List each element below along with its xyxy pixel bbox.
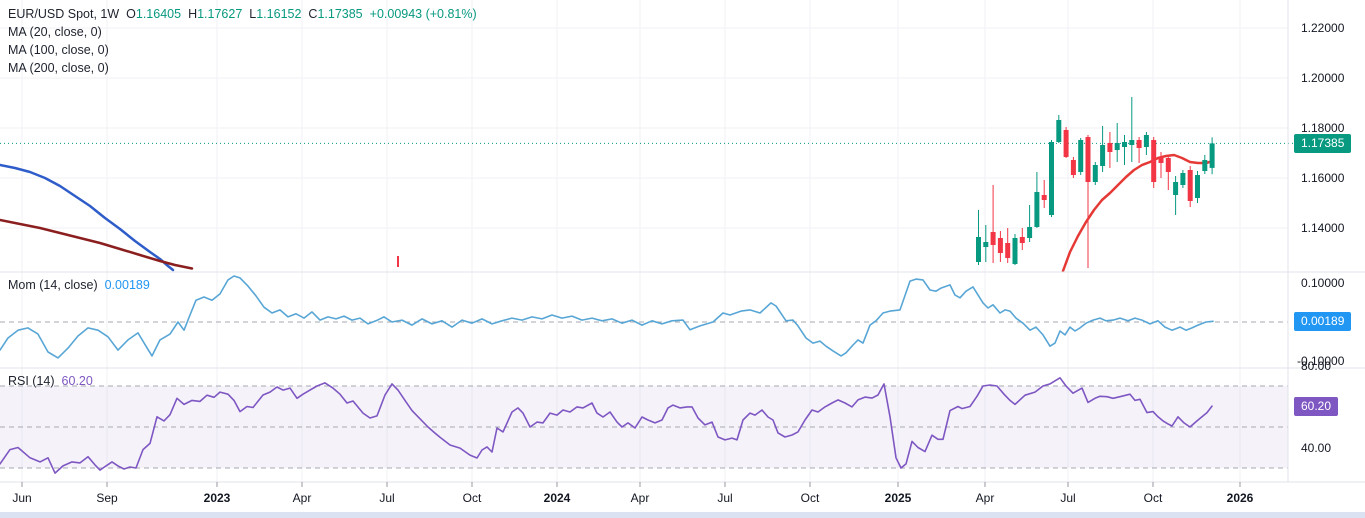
price-axis-tick[interactable]: 1.20000 — [1301, 71, 1345, 85]
close-value: 1.17385 — [317, 7, 363, 21]
candle-body-down — [1136, 140, 1142, 148]
candle-body-up — [1034, 192, 1040, 227]
candle-body-down — [997, 238, 1003, 253]
candle-body-down — [1041, 195, 1047, 200]
rsi-legend-row[interactable]: RSI (14) 60.20 — [8, 372, 93, 390]
rsi-value: 60.20 — [61, 374, 93, 388]
candle-body-up — [983, 242, 989, 247]
candle-body-up — [1202, 160, 1208, 171]
open-value: 1.16405 — [135, 7, 182, 21]
current-price-badge: 1.17385 — [1294, 133, 1352, 153]
close-label: C — [308, 7, 318, 21]
candle-body-down — [1158, 157, 1164, 163]
momentum-line — [0, 275, 1214, 359]
rsi-axis-tick[interactable]: 40.00 — [1301, 440, 1332, 455]
candle-body-up — [1209, 143, 1215, 168]
time-axis-month-label[interactable]: Oct — [462, 491, 482, 505]
candle-body-up — [976, 237, 981, 262]
candle-body-down — [1070, 160, 1076, 175]
price-axis-tick[interactable]: 1.16000 — [1301, 171, 1345, 185]
time-axis-year-label[interactable]: 2025 — [884, 491, 912, 505]
ma-legend-row-2[interactable]: MA (200, close, 0) — [8, 61, 109, 75]
price-axis-tick[interactable]: 1.14000 — [1301, 221, 1345, 235]
time-axis-year-label[interactable]: 2024 — [543, 491, 571, 505]
candle-body-down — [1165, 158, 1171, 172]
time-axis-month-label[interactable]: Jul — [1060, 491, 1076, 505]
momentum-value: 0.00189 — [104, 278, 150, 292]
price-pane — [0, 97, 1215, 272]
legend-momentum: Mom (14, close) 0.00189 — [8, 276, 150, 294]
legend-main: EUR/USD Spot, 1W O1.16405 H1.17627 L1.16152… — [8, 5, 477, 77]
time-axis-month-label[interactable]: Apr — [975, 491, 995, 505]
legend-rsi: RSI (14) 60.20 — [8, 372, 93, 390]
price-axis-tick[interactable]: 1.22000 — [1301, 21, 1345, 35]
candle-body-up — [1092, 165, 1098, 182]
rsi-label: RSI (14) — [8, 374, 55, 388]
candle-body-up — [1012, 238, 1018, 264]
candle-body-up — [1173, 182, 1179, 195]
momentum-axis-tick[interactable]: 0.10000 — [1301, 276, 1345, 290]
candle-body-down — [1187, 170, 1193, 201]
rsi-value-badge: 60.20 — [1294, 396, 1339, 416]
ma20-line — [1061, 153, 1215, 272]
time-axis-month-label[interactable]: Apr — [292, 491, 312, 505]
time-axis-month-label[interactable]: Jul — [379, 491, 395, 505]
momentum-legend-row[interactable]: Mom (14, close) 0.00189 — [8, 276, 150, 294]
candle-body-down — [1085, 137, 1091, 182]
ma200-line — [0, 218, 194, 270]
low-label: L — [249, 7, 257, 21]
rsi-axis-tick[interactable]: 80.00 — [1301, 358, 1332, 373]
price-axis-tick[interactable]: 1.18000 — [1301, 121, 1345, 135]
low-value: 1.16152 — [256, 7, 302, 21]
candle-body-down — [990, 232, 996, 245]
candle-body-down — [1005, 243, 1011, 258]
candle-body-up — [1122, 142, 1127, 147]
rsi-line — [0, 376, 1213, 474]
candle-body-down — [1107, 143, 1113, 152]
high-label: H — [188, 7, 198, 21]
candle-body-up — [1180, 173, 1186, 185]
candle-body-up — [1195, 175, 1200, 198]
candle-body-up — [1143, 135, 1149, 147]
time-axis-year-label[interactable]: 2026 — [1226, 491, 1254, 505]
candle-body-up — [1129, 140, 1135, 145]
time-axis-month-label[interactable]: Jun — [12, 491, 32, 505]
candle-body-up — [1100, 145, 1106, 166]
momentum-label: Mom (14, close) — [8, 278, 98, 292]
open-label: O — [126, 7, 136, 21]
candle-body-down — [1063, 130, 1069, 157]
time-axis-month-label[interactable]: Oct — [800, 491, 820, 505]
change-value: +0.00943 (+0.81%) — [369, 7, 477, 21]
candle-body-up — [1056, 120, 1062, 142]
candle-body-up — [1049, 142, 1054, 215]
time-axis-month-label[interactable]: Oct — [1143, 491, 1163, 505]
bottom-scroll-strip[interactable] — [0, 512, 1365, 518]
candle-body-up — [1027, 227, 1033, 238]
candle-body-down — [1151, 140, 1157, 182]
momentum-axis-tick[interactable]: -0.10000 — [1297, 354, 1345, 368]
ma100-line — [0, 163, 175, 272]
ma-legend-rows: MA (20, close, 0) MA (100, close, 0) MA (2… — [8, 23, 477, 77]
ma-legend-row-1[interactable]: MA (100, close, 0) — [8, 43, 109, 57]
time-axis-month-label[interactable]: Apr — [630, 491, 650, 505]
time-axis-month-label[interactable]: Sep — [96, 491, 118, 505]
candle-body-down — [1019, 237, 1025, 243]
symbol-legend-row[interactable]: EUR/USD Spot, 1W O1.16405 H1.17627 L1.16152… — [8, 5, 477, 23]
time-axis-year-label[interactable]: 2023 — [203, 491, 231, 505]
candle-body-up — [1114, 143, 1120, 150]
symbol-title: EUR/USD Spot, 1W — [8, 7, 120, 21]
ma-legend-row-0[interactable]: MA (20, close, 0) — [8, 25, 102, 39]
momentum-value-badge: 0.00189 — [1294, 311, 1352, 331]
high-value: 1.17627 — [197, 7, 243, 21]
candle-body-up — [1078, 140, 1084, 172]
time-axis-month-label[interactable]: Jul — [717, 491, 733, 505]
